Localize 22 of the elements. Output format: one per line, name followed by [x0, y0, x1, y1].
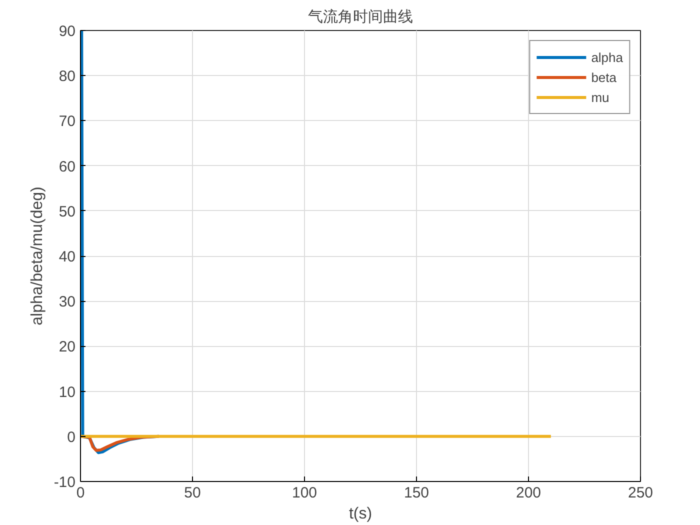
x-tick-label: 50 [184, 484, 201, 502]
y-tick-label: 0 [67, 428, 76, 446]
x-tick-label: 100 [292, 484, 318, 502]
y-tick-label: 20 [58, 338, 76, 356]
x-axis-title: t(s) [348, 506, 372, 522]
y-tick-label: 60 [58, 158, 76, 176]
y-tick-label: 10 [58, 384, 76, 401]
x-tick-label: 200 [516, 484, 542, 502]
chart-title: 气流角时间曲线 [308, 8, 413, 26]
x-tick-label: 150 [404, 484, 430, 502]
y-axis-title: alpha/beta/mu(deg) [28, 186, 46, 326]
x-tick-label: 250 [628, 484, 654, 502]
legend-label: beta [591, 70, 616, 84]
y-tick-label: 40 [58, 248, 76, 266]
y-tick-label: 50 [58, 203, 76, 220]
y-tick-label: -10 [54, 474, 76, 491]
y-tick-label: 80 [58, 68, 76, 86]
legend-label: alpha [591, 50, 623, 64]
y-tick-label: 90 [58, 23, 76, 40]
legend-label: mu [591, 90, 610, 104]
y-tick-label: 30 [58, 294, 76, 311]
y-tick-label: 70 [58, 113, 76, 130]
